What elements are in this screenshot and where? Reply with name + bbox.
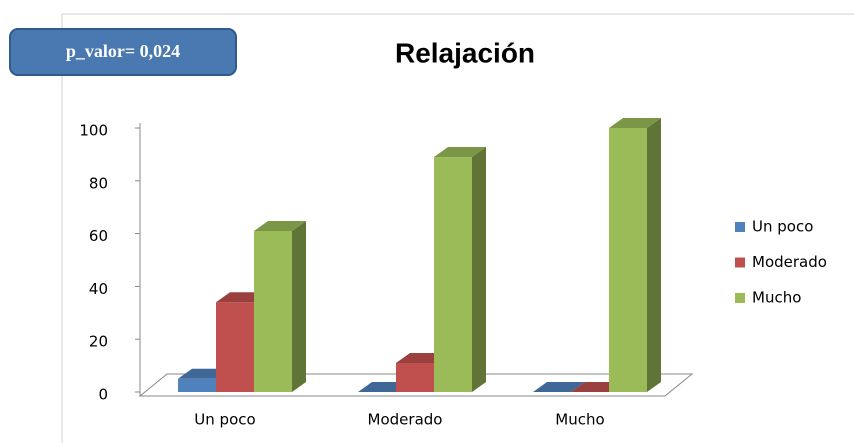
legend-label: Mucho — [752, 289, 801, 307]
bar-top — [434, 147, 486, 158]
bar-front — [216, 302, 254, 392]
bar-top — [254, 220, 306, 231]
bar — [609, 118, 661, 392]
x-tick-label: Moderado — [368, 411, 443, 429]
y-tick-label: 60 — [89, 227, 108, 245]
legend-key — [735, 257, 745, 268]
y-tick-label: 20 — [89, 333, 108, 351]
legend-key — [735, 293, 745, 303]
bar-front — [254, 230, 292, 392]
bar-front — [178, 378, 216, 392]
bar-side — [472, 147, 486, 392]
bar-top — [533, 382, 585, 392]
chart-title: Relajación — [395, 37, 535, 68]
bar-front — [434, 157, 472, 392]
y-tick-label: 80 — [89, 174, 108, 192]
bar-top — [609, 118, 661, 128]
x-tick-label: Mucho — [555, 411, 604, 429]
bar — [254, 220, 306, 392]
legend-label: Un poco — [752, 218, 813, 236]
bar-side — [647, 118, 661, 392]
y-tick-label: 40 — [89, 280, 108, 298]
bar-front — [609, 128, 647, 392]
x-tick-label: Un poco — [194, 411, 255, 429]
y-tick-label: 0 — [98, 386, 108, 404]
bar — [434, 147, 486, 392]
bar-side — [292, 220, 306, 392]
y-tick-label: 100 — [79, 122, 108, 140]
bar-front — [396, 362, 434, 392]
legend-label: Moderado — [752, 253, 827, 271]
bar — [533, 382, 585, 392]
annotation: p_valor= 0,024 — [66, 41, 180, 61]
legend-key — [735, 222, 745, 232]
annotation-box — [9, 28, 237, 76]
